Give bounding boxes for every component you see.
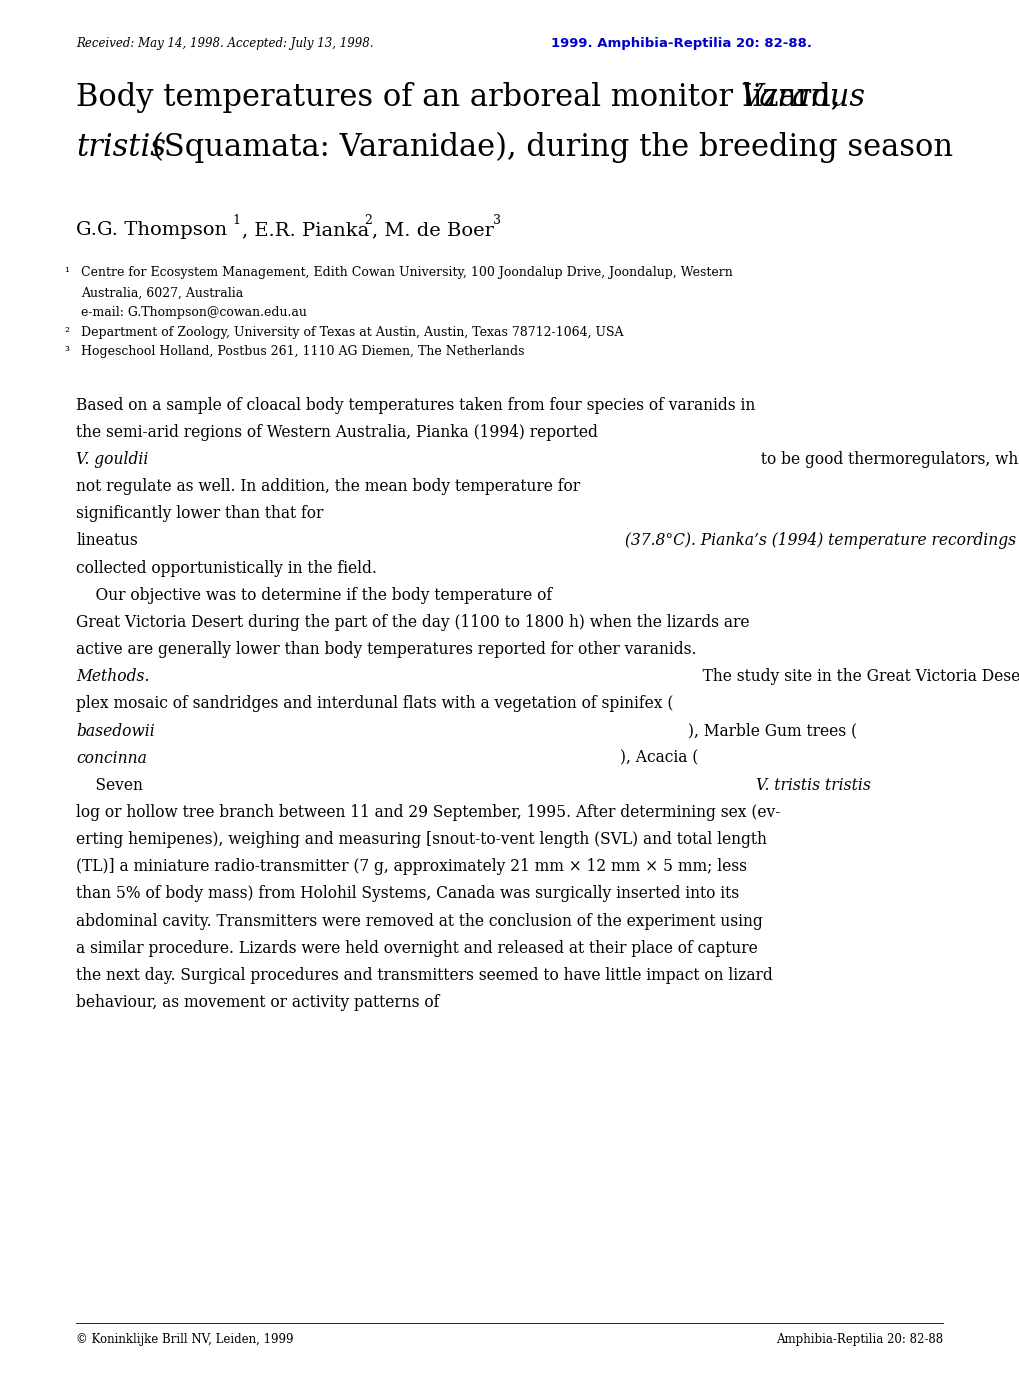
Text: Seven: Seven [76,777,148,794]
Text: collected opportunistically in the field.: collected opportunistically in the field… [76,560,377,577]
Text: basedowii: basedowii [76,723,155,740]
Text: G.G. Thompson: G.G. Thompson [76,221,227,240]
Text: Based on a sample of cloacal body temperatures taken from four species of varani: Based on a sample of cloacal body temper… [76,397,755,414]
Text: the next day. Surgical procedures and transmitters seemed to have little impact : the next day. Surgical procedures and tr… [76,967,772,983]
Text: Received: May 14, 1998. Accepted: July 13, 1998.: Received: May 14, 1998. Accepted: July 1… [76,38,374,50]
Text: © Koninklijke Brill NV, Leiden, 1999: © Koninklijke Brill NV, Leiden, 1999 [76,1333,293,1346]
Text: The study site in the Great Victoria Desert (28°12′S, 123°35′E) is a com-: The study site in the Great Victoria Des… [688,669,1019,685]
Text: Hogeschool Holland, Postbus 261, 1110 AG Diemen, The Netherlands: Hogeschool Holland, Postbus 261, 1110 AG… [81,345,524,358]
Text: tristis: tristis [76,132,166,163]
Text: ²: ² [64,326,69,338]
Text: Methods.: Methods. [76,669,150,685]
Text: than 5% of body mass) from Holohil Systems, Canada was surgically inserted into : than 5% of body mass) from Holohil Syste… [76,886,739,903]
Text: e-mail: G.Thompson@cowan.edu.au: e-mail: G.Thompson@cowan.edu.au [81,306,306,319]
Text: 3: 3 [492,215,500,227]
Text: , M. de Boer: , M. de Boer [372,221,493,240]
Text: Amphibia-Reptilia 20: 82-88: Amphibia-Reptilia 20: 82-88 [775,1333,943,1346]
Text: erting hemipenes), weighing and measuring [snout-to-vent length (SVL) and total : erting hemipenes), weighing and measurin… [76,832,766,848]
Text: behaviour, as movement or activity patterns of: behaviour, as movement or activity patte… [76,995,444,1011]
Text: significantly lower than that for: significantly lower than that for [76,506,328,522]
Text: 1: 1 [232,215,240,227]
Text: to be good thermoregulators, while arboreal: to be good thermoregulators, while arbor… [755,451,1019,468]
Text: , E.R. Pianka: , E.R. Pianka [242,221,369,240]
Text: 2: 2 [364,215,372,227]
Text: plex mosaic of sandridges and interdunal flats with a vegetation of spinifex (: plex mosaic of sandridges and interdunal… [76,695,674,712]
Text: lineatus: lineatus [76,532,139,549]
Text: the semi-arid regions of Western Australia, Pianka (1994) reported: the semi-arid regions of Western Austral… [76,423,602,440]
Text: Department of Zoology, University of Texas at Austin, Austin, Texas 78712-1064, : Department of Zoology, University of Tex… [81,326,623,338]
Text: active are generally lower than body temperatures reported for other varanids.: active are generally lower than body tem… [76,641,696,657]
Text: Varanus: Varanus [740,82,865,113]
Text: ), Acacia (: ), Acacia ( [620,749,698,766]
Text: not regulate as well. In addition, the mean body temperature for: not regulate as well. In addition, the m… [76,478,585,495]
Text: Body temperatures of an arboreal monitor lizard,: Body temperatures of an arboreal monitor… [76,82,840,113]
Text: ³: ³ [64,345,69,358]
Text: concinna: concinna [76,749,147,766]
Text: V. tristis tristis: V. tristis tristis [755,777,870,794]
Text: (37.8°C). Pianka’s (1994) temperature recordings were taken on live varanids: (37.8°C). Pianka’s (1994) temperature re… [620,532,1019,549]
Text: (Squamata: Varanidae), during the breeding season: (Squamata: Varanidae), during the breedi… [152,132,952,163]
Text: V. gouldii: V. gouldii [76,451,149,468]
Text: Great Victoria Desert during the part of the day (1100 to 1800 h) when the lizar: Great Victoria Desert during the part of… [76,614,749,631]
Text: Centre for Ecosystem Management, Edith Cowan University, 100 Joondalup Drive, Jo: Centre for Ecosystem Management, Edith C… [81,266,732,279]
Text: Our objective was to determine if the body temperature of: Our objective was to determine if the bo… [76,586,557,603]
Text: abdominal cavity. Transmitters were removed at the conclusion of the experiment : abdominal cavity. Transmitters were remo… [76,912,762,929]
Text: Australia, 6027, Australia: Australia, 6027, Australia [81,287,243,299]
Text: (TL)] a miniature radio-transmitter (7 g, approximately 21 mm × 12 mm × 5 mm; le: (TL)] a miniature radio-transmitter (7 g… [76,858,747,875]
Text: a similar procedure. Lizards were held overnight and released at their place of : a similar procedure. Lizards were held o… [76,940,757,957]
Text: log or hollow tree branch between 11 and 29 September, 1995. After determining s: log or hollow tree branch between 11 and… [76,804,781,820]
Text: ), Marble Gum trees (: ), Marble Gum trees ( [688,723,856,740]
Text: 1999. Amphibia-Reptilia 20: 82-88.: 1999. Amphibia-Reptilia 20: 82-88. [550,38,811,50]
Text: ¹: ¹ [64,266,69,279]
